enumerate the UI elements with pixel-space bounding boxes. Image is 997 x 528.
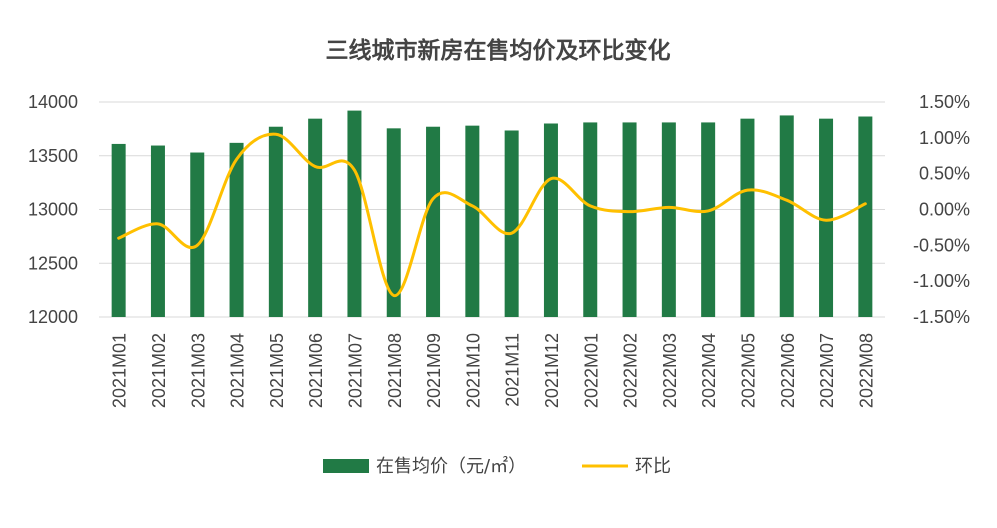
bar-2021M12: [543, 123, 558, 317]
legend-line-label: 环比: [635, 456, 671, 477]
bar-2021M06: [308, 118, 323, 317]
y-right-tick-label: -0.50%: [913, 235, 970, 255]
bar-2021M02: [150, 145, 165, 317]
line-series: [117, 132, 867, 297]
bar-2022M03: [661, 122, 676, 317]
bar-2022M04: [701, 122, 716, 317]
legend-bar-swatch: [323, 459, 369, 473]
y-right-tick-label: 0.50%: [919, 164, 970, 184]
legend-bar-label: 在售均价（元/㎡）: [376, 455, 526, 477]
bar-2021M01: [111, 143, 126, 317]
y-right-tick-label: -1.00%: [913, 271, 970, 291]
y-axis-right: 1.50% 1.00% 0.50% 0.00% -0.50% -1.00% -1.50%: [913, 92, 970, 327]
x-tick-label: 2021M11: [503, 333, 523, 407]
bar-2022M08: [858, 116, 873, 317]
x-tick-label: 2021M05: [267, 333, 287, 408]
bar-2021M09: [426, 126, 441, 317]
bar-2022M01: [583, 122, 598, 317]
x-tick-label: 2021M09: [424, 333, 444, 408]
x-tick-label: 2021M08: [385, 333, 405, 408]
x-tick-label: 2021M03: [188, 333, 208, 408]
y-axis-left: 14000 13500 13000 12500 12000: [28, 92, 78, 327]
y-right-tick-label: 0.00%: [919, 200, 970, 220]
bar-2022M05: [740, 118, 755, 317]
bar-2021M07: [347, 110, 362, 317]
bar-2022M07: [819, 118, 834, 317]
x-tick-label: 2021M04: [228, 333, 248, 408]
bar-2021M10: [465, 125, 480, 318]
x-tick-label: 2022M02: [621, 333, 641, 408]
y-right-tick-label: 1.00%: [919, 128, 970, 148]
x-tick-label: 2022M05: [738, 333, 758, 408]
y-left-tick-label: 13500: [28, 146, 78, 166]
bar-2022M02: [622, 122, 637, 317]
chart-title: 三线城市新房在售均价及环比变化: [326, 37, 671, 64]
y-left-tick-label: 13000: [28, 200, 78, 220]
x-axis: 2021M01 2021M02 2021M03 2021M04 2021M05 2021M…: [110, 333, 877, 408]
x-tick-label: 2021M01: [110, 333, 130, 408]
y-right-tick-label: 1.50%: [919, 92, 970, 112]
bar-series: [111, 110, 873, 318]
legend: 在售均价（元/㎡） 环比: [323, 455, 671, 477]
bar-2021M11: [504, 130, 519, 317]
x-tick-label: 2022M07: [817, 333, 837, 408]
x-tick-label: 2021M02: [149, 333, 169, 408]
bar-2021M08: [386, 128, 401, 317]
y-right-tick-label: -1.50%: [913, 307, 970, 327]
y-left-tick-label: 12000: [28, 307, 78, 327]
bar-2021M04: [229, 142, 244, 317]
x-tick-label: 2022M03: [660, 333, 680, 408]
x-tick-label: 2022M08: [856, 333, 876, 408]
x-tick-label: 2021M10: [463, 333, 483, 408]
x-tick-label: 2022M06: [778, 333, 798, 408]
bar-2021M05: [268, 126, 283, 317]
x-tick-label: 2022M01: [581, 333, 601, 408]
x-tick-label: 2021M12: [542, 333, 562, 408]
x-tick-label: 2022M04: [699, 333, 719, 408]
x-tick-label: 2021M07: [345, 333, 365, 408]
x-tick-label: 2021M06: [306, 333, 326, 408]
bar-2022M06: [779, 115, 794, 317]
bar-2021M03: [190, 152, 205, 317]
y-left-tick-label: 14000: [28, 92, 78, 112]
y-left-tick-label: 12500: [28, 253, 78, 273]
